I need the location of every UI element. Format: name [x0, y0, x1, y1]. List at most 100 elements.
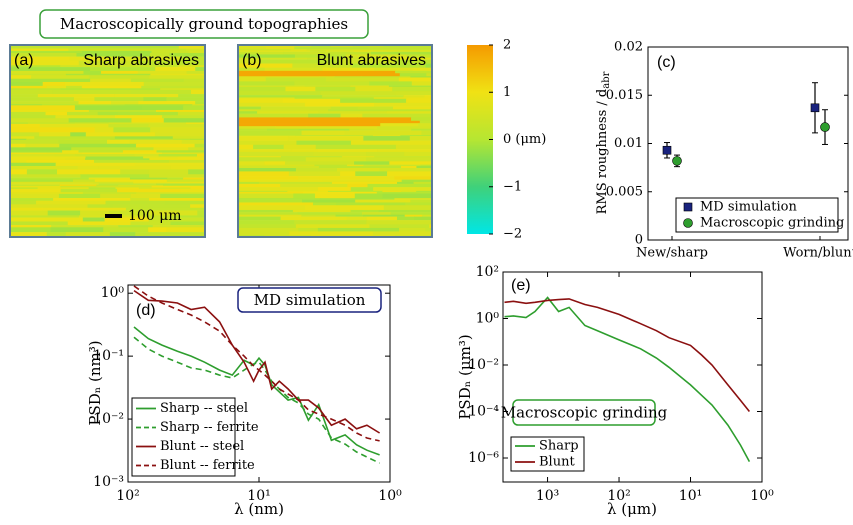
heatmap-cell	[290, 49, 308, 51]
heatmap-cell	[426, 73, 433, 77]
heatmap-cell	[238, 109, 310, 112]
heatmap-cell	[149, 75, 206, 80]
legend-box	[510, 436, 585, 472]
heatmap-cell	[183, 78, 206, 83]
heatmap-cell	[395, 144, 433, 150]
heatmap-cell	[392, 106, 433, 110]
heatmap-cell	[10, 150, 63, 153]
heatmap-cell	[395, 91, 433, 96]
heatmap-cell	[100, 193, 132, 199]
heatmap-cell	[428, 156, 433, 158]
heatmap-cell	[46, 85, 67, 89]
heatmap-cell	[238, 224, 297, 229]
heatmap-cell	[400, 135, 433, 137]
heatmap-cell	[382, 193, 433, 199]
heatmap-cell	[372, 135, 401, 137]
heatmap-cell	[137, 70, 188, 75]
heatmap-cell	[419, 120, 433, 124]
y-tick-label: 0.01	[614, 136, 643, 151]
heatmap-cell	[10, 123, 41, 128]
heatmap-cell	[298, 227, 319, 232]
heatmap-cell	[192, 104, 206, 106]
heatmap-cell	[399, 227, 426, 232]
colorbar-tick-label: 0 (μm)	[503, 132, 546, 147]
heatmap-cell	[411, 128, 433, 131]
axes-frame	[502, 271, 763, 483]
heatmap-cell	[411, 117, 431, 122]
heatmap-cell	[315, 86, 356, 92]
heatmap-cell	[186, 122, 206, 125]
heatmap-cell	[70, 132, 87, 137]
heatmap-cell	[238, 191, 304, 194]
heatmap-cell	[238, 57, 308, 60]
heatmap-cell	[152, 225, 206, 228]
heatmap-cell	[238, 202, 314, 206]
heatmap-cell	[340, 113, 363, 118]
heatmap-cell	[104, 217, 150, 222]
heatmap-cell	[10, 52, 77, 57]
heatmap-cell	[53, 198, 131, 202]
heatmap-cell	[60, 65, 103, 68]
heatmap-cell	[424, 95, 433, 98]
heatmap-cell	[170, 221, 206, 226]
heatmap-cell	[238, 140, 297, 146]
heatmap-cell	[396, 216, 415, 221]
heatmap-cell	[317, 149, 378, 153]
heatmap-cell	[160, 88, 181, 91]
heatmap-cell	[322, 120, 348, 124]
heatmap-cell	[420, 164, 433, 167]
heatmap-cell	[153, 147, 189, 151]
heatmap-cell	[372, 231, 433, 236]
heatmap-cell	[363, 214, 406, 217]
heatmap-cell	[328, 63, 353, 68]
heatmap-cell	[74, 105, 143, 111]
heatmap-cell	[110, 56, 182, 62]
heatmap-cell	[357, 106, 394, 110]
heatmap-cell	[10, 183, 61, 185]
heatmap-cell	[238, 106, 262, 110]
heatmap-cell	[75, 153, 135, 157]
heatmap-cell	[87, 204, 114, 209]
heatmap-cell	[288, 171, 341, 177]
heatmap-cell	[330, 106, 359, 110]
heatmap-cell	[238, 85, 287, 88]
heatmap-cell	[156, 150, 206, 153]
y-tick-label: 10⁻⁶	[468, 450, 499, 466]
heatmap-cell	[73, 97, 95, 102]
heatmap-cell	[406, 109, 433, 112]
heatmap-cell	[286, 85, 306, 88]
heatmap-cell	[10, 105, 76, 111]
heatmap-cell	[10, 162, 57, 167]
heatmap-cell	[334, 76, 362, 78]
heatmap-cell	[309, 109, 329, 112]
heatmap-cell	[122, 150, 157, 153]
heatmap-cell	[336, 168, 380, 172]
heatmap-cell	[175, 215, 206, 218]
heatmap-cell	[283, 51, 330, 55]
heatmap-cell	[27, 122, 76, 125]
heatmap-cell	[414, 216, 433, 221]
heatmap-cell	[301, 214, 337, 217]
heatmap-cell	[150, 73, 206, 76]
heatmap-cell	[318, 111, 388, 114]
heatmap-cell	[10, 115, 56, 119]
x-tick-label: New/sharp	[636, 246, 708, 261]
heatmap-cell	[130, 89, 192, 95]
heatmap-cell	[238, 76, 320, 78]
heatmap-cell	[350, 140, 433, 146]
heatmap-cell	[170, 165, 206, 170]
heatmap-cell	[297, 176, 321, 180]
heatmap-cell	[88, 177, 131, 180]
heatmap-cell	[65, 73, 151, 76]
heatmap-cell	[346, 120, 421, 124]
heatmap-cell	[319, 76, 335, 78]
heatmap-cell	[186, 70, 206, 75]
heatmap-cell	[377, 149, 433, 153]
heatmap-cell	[416, 49, 433, 51]
heatmap-cell	[305, 157, 367, 162]
heatmap-cell	[109, 232, 136, 238]
heatmap-cell	[164, 200, 206, 205]
heatmap-cell	[10, 177, 90, 180]
heatmap-cell	[238, 130, 303, 136]
heatmap-cell	[148, 198, 206, 202]
